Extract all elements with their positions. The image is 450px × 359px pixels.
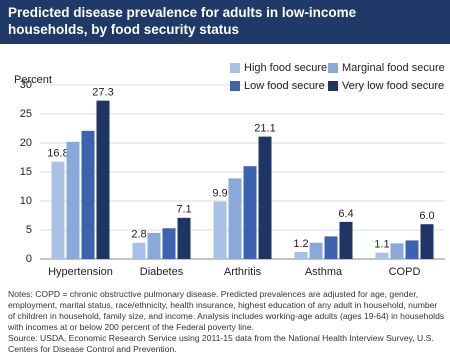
- y-tick-label: 15: [20, 166, 32, 178]
- bar: [81, 130, 95, 259]
- bar: [177, 217, 191, 259]
- legend-swatch: [328, 63, 338, 73]
- bar: [324, 236, 338, 259]
- value-label: 6.0: [419, 210, 434, 222]
- y-tick-label: 5: [26, 224, 32, 236]
- value-label: 7.1: [176, 204, 191, 216]
- bar: [339, 221, 353, 259]
- value-label: 6.4: [338, 208, 353, 220]
- bar: [405, 240, 419, 259]
- bar: [390, 243, 404, 259]
- bar: [96, 100, 110, 259]
- bar: [258, 136, 272, 259]
- value-label: 9.9: [212, 187, 227, 199]
- legend-swatch: [230, 81, 240, 91]
- x-tick-label: COPD: [389, 266, 421, 278]
- y-axis-label: Percent: [14, 74, 52, 86]
- x-tick-label: Arthritis: [224, 266, 262, 278]
- bar: [213, 201, 227, 259]
- value-label: 27.3: [92, 87, 113, 99]
- y-tick-label: 30: [20, 79, 32, 91]
- value-label: 2.8: [131, 229, 146, 241]
- bar: [162, 228, 176, 259]
- y-tick-label: 10: [20, 195, 32, 207]
- legend-swatch: [230, 63, 240, 73]
- bar: [147, 232, 161, 259]
- notes: Notes: COPD = chronic obstructive pulmon…: [8, 289, 445, 332]
- value-label: 1.2: [293, 238, 308, 250]
- legend-label: Marginal food secure: [342, 62, 445, 74]
- header-bar: [0, 0, 450, 44]
- legend-label: Very low food secure: [342, 80, 444, 92]
- value-label: 1.1: [374, 239, 389, 251]
- value-label: 21.1: [254, 123, 275, 135]
- legend-swatch: [328, 81, 338, 91]
- bar: [132, 242, 146, 259]
- y-tick-label: 0: [26, 253, 32, 265]
- x-tick-label: Diabetes: [140, 266, 184, 278]
- bar: [420, 224, 434, 259]
- bar: [375, 252, 389, 259]
- value-label: 16.8: [47, 147, 68, 159]
- legend-label: High food secure: [244, 62, 327, 74]
- bar: [294, 252, 308, 259]
- bar: [228, 178, 242, 259]
- bar: [51, 161, 65, 259]
- source: Source: USDA, Economic Research Service …: [8, 333, 434, 354]
- bar: [309, 242, 323, 259]
- y-tick-label: 25: [20, 108, 32, 120]
- x-tick-label: Hypertension: [48, 266, 113, 278]
- y-tick-label: 20: [20, 137, 32, 149]
- chart-title: Predicted disease prevalence for adults …: [8, 5, 357, 37]
- x-tick-label: Asthma: [305, 266, 343, 278]
- legend-label: Low food secure: [244, 80, 325, 92]
- bar: [66, 141, 80, 259]
- bar: [243, 166, 257, 259]
